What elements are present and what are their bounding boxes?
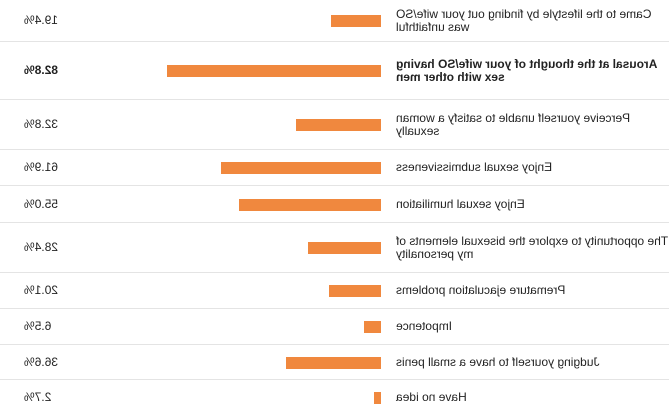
value-label: 55.0% bbox=[24, 197, 59, 211]
category-label: Judging yourself to have a small penis bbox=[396, 354, 600, 369]
category-label: Came to the lifestyle by finding out you… bbox=[396, 6, 652, 34]
bar bbox=[364, 321, 381, 333]
bar bbox=[329, 285, 381, 297]
bar bbox=[167, 65, 381, 77]
chart-row: Enjoy sexual humiliation 55.0% bbox=[0, 186, 669, 223]
bar bbox=[308, 242, 381, 254]
value-label: 20.1% bbox=[24, 283, 59, 297]
value-label: 6.5% bbox=[24, 319, 52, 333]
chart-row: Enjoy sexual submissiveness 61.9% bbox=[0, 150, 669, 186]
category-label: Perceive yourself unable to satisfy a wo… bbox=[396, 110, 631, 138]
category-label: Arousal at the thought of your wife/SO h… bbox=[396, 56, 658, 84]
value-label: 28.4% bbox=[24, 240, 59, 254]
chart-row: Impotence 6.5% bbox=[0, 309, 669, 345]
chart-row: Arousal at the thought of your wife/SO h… bbox=[0, 42, 669, 100]
category-label: Impotence bbox=[396, 319, 453, 333]
value-label: 2.7% bbox=[24, 390, 52, 404]
bar bbox=[239, 199, 381, 211]
value-label: 19.4% bbox=[24, 13, 59, 27]
chart-row: Judging yourself to have a small penis 36… bbox=[0, 345, 669, 380]
category-label: Enjoy sexual humiliation bbox=[396, 196, 525, 211]
chart-row: Have no idea 2.7% bbox=[0, 380, 669, 415]
category-label: Enjoy sexual submissiveness bbox=[396, 160, 553, 174]
category-label: The opportunity to explore the bisexual … bbox=[396, 233, 669, 261]
chart-row: The opportunity to explore the bisexual … bbox=[0, 223, 669, 273]
bar bbox=[374, 392, 381, 404]
value-label: 82.8% bbox=[24, 63, 59, 77]
category-label: Have no idea bbox=[396, 390, 467, 404]
value-label: 36.6% bbox=[24, 355, 59, 369]
category-label: Premature ejaculation problems bbox=[396, 283, 566, 297]
bar bbox=[331, 15, 381, 27]
bar bbox=[296, 119, 381, 131]
chart-row: Premature ejaculation problems 20.1% bbox=[0, 273, 669, 309]
chart-row: Came to the lifestyle by finding out you… bbox=[0, 0, 669, 42]
bar bbox=[221, 162, 381, 174]
chart-row: Perceive yourself unable to satisfy a wo… bbox=[0, 100, 669, 150]
value-label: 32.8% bbox=[24, 117, 59, 131]
bar bbox=[286, 357, 381, 369]
value-label: 61.9% bbox=[24, 160, 59, 174]
